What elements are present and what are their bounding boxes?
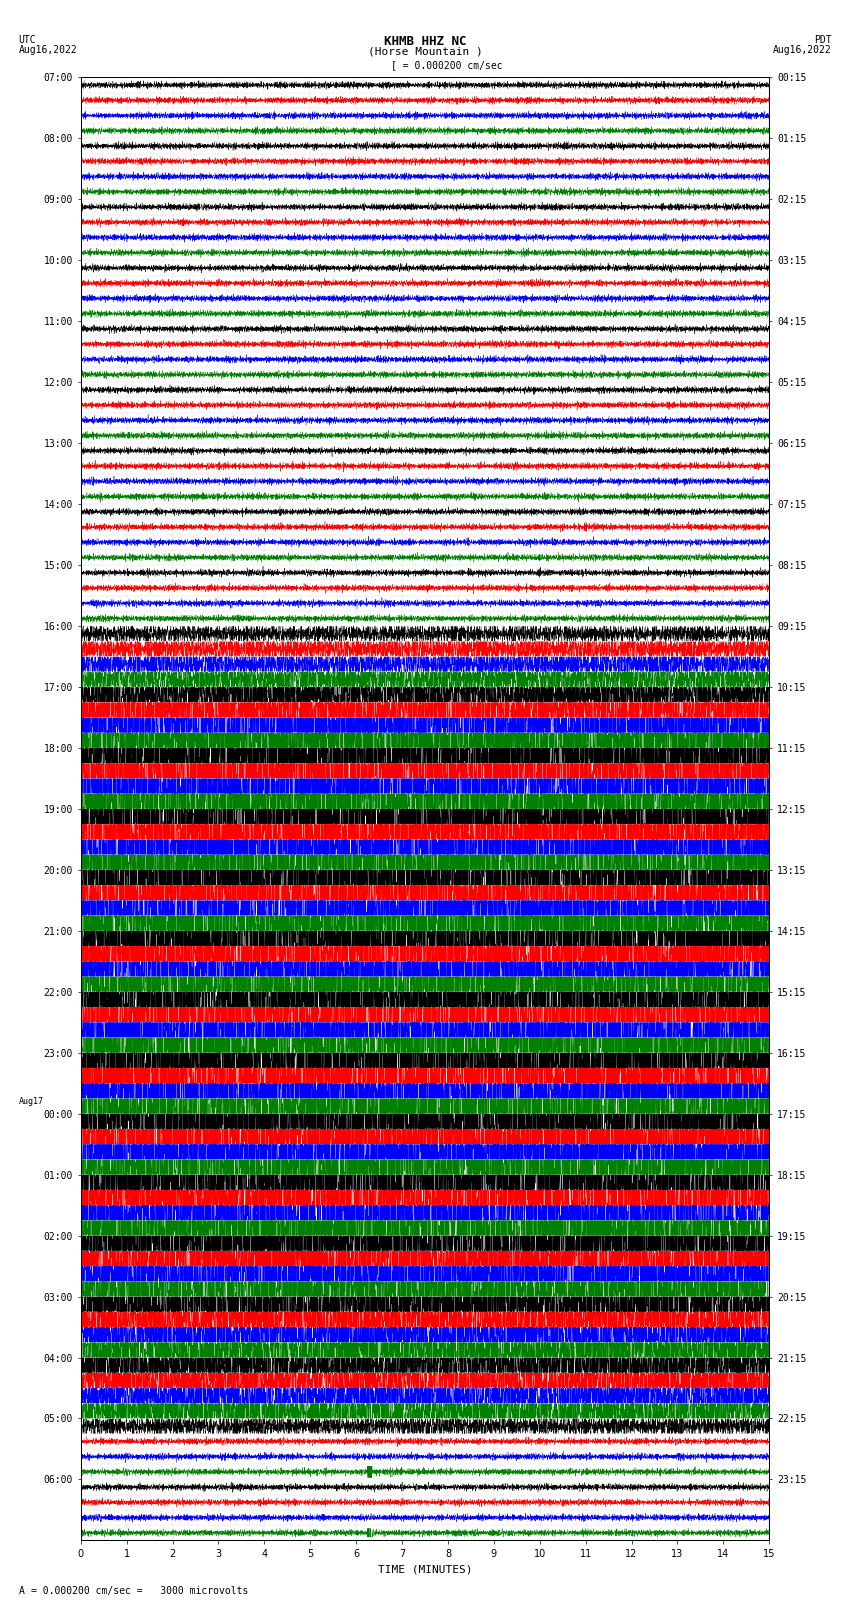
Text: KHMB HHZ NC: KHMB HHZ NC xyxy=(383,35,467,48)
Text: = 0.000200 cm/sec =   3000 microvolts: = 0.000200 cm/sec = 3000 microvolts xyxy=(31,1586,248,1595)
Text: Aug16,2022: Aug16,2022 xyxy=(773,45,831,55)
Text: (Horse Mountain ): (Horse Mountain ) xyxy=(367,47,483,56)
Text: [ = 0.000200 cm/sec: [ = 0.000200 cm/sec xyxy=(391,60,502,69)
Text: UTC: UTC xyxy=(19,35,37,45)
Text: Aug17: Aug17 xyxy=(19,1097,44,1107)
Text: PDT: PDT xyxy=(813,35,831,45)
Text: Aug16,2022: Aug16,2022 xyxy=(19,45,77,55)
Text: A: A xyxy=(19,1586,25,1595)
X-axis label: TIME (MINUTES): TIME (MINUTES) xyxy=(377,1565,473,1574)
